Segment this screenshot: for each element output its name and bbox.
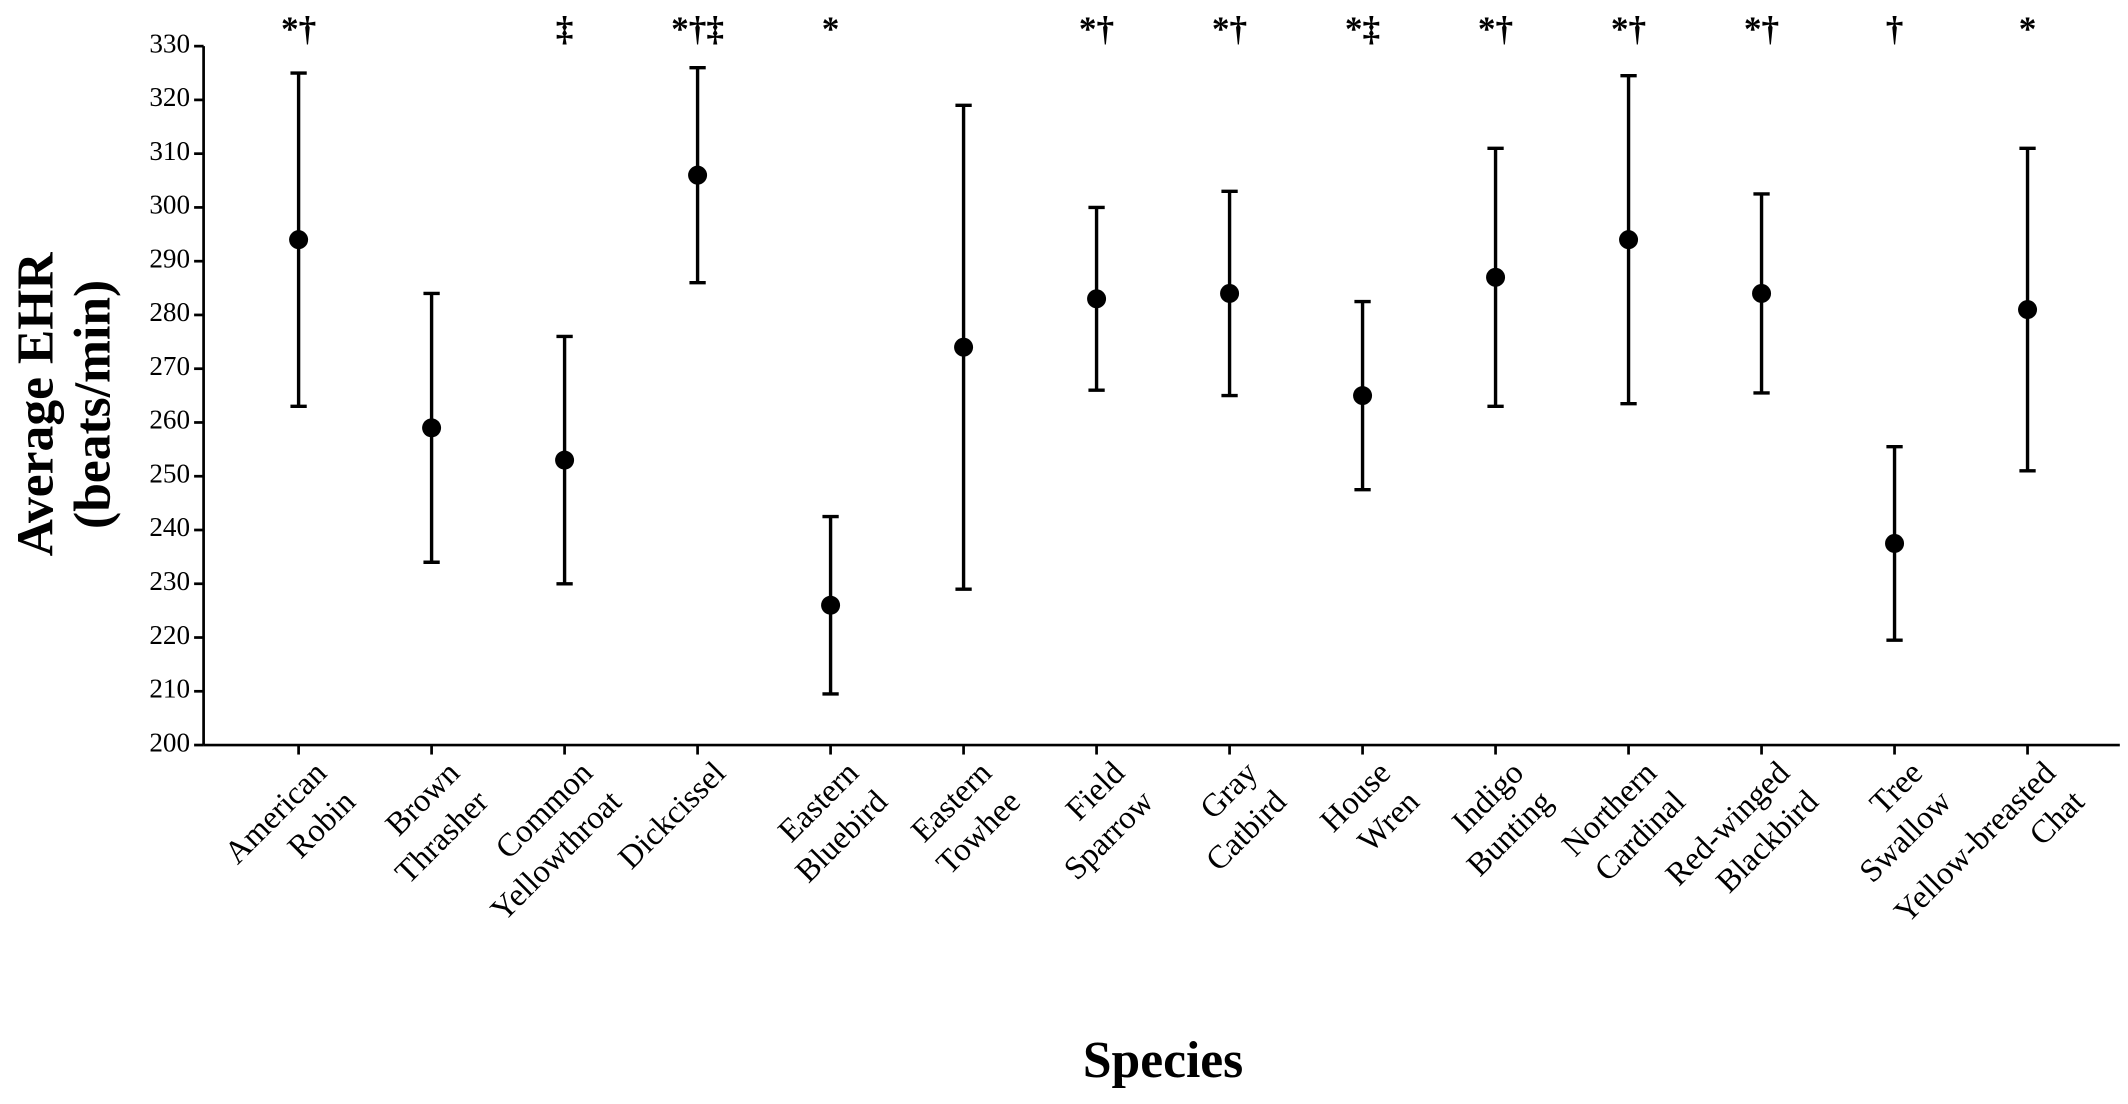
point bbox=[1619, 230, 1639, 250]
y-tick-label: 290 bbox=[149, 243, 190, 273]
point bbox=[289, 230, 309, 250]
point bbox=[1752, 283, 1772, 303]
annotation: *† bbox=[1212, 10, 1247, 49]
y-tick-label: 200 bbox=[149, 727, 190, 757]
y-tick-label: 260 bbox=[149, 405, 190, 435]
y-tick-label: 270 bbox=[149, 351, 190, 381]
y-axis-title: Average EHR bbox=[8, 252, 65, 557]
point bbox=[555, 450, 575, 470]
y-axis-title: (beats/min) bbox=[65, 280, 122, 529]
annotation: *† bbox=[1744, 10, 1779, 49]
x-tick-label: Dickcissel bbox=[612, 755, 733, 876]
y-tick-label: 230 bbox=[149, 566, 190, 596]
y-tick-label: 210 bbox=[149, 674, 190, 704]
annotation: *‡ bbox=[1345, 10, 1380, 49]
y-tick-label: 250 bbox=[149, 458, 190, 488]
point bbox=[2018, 300, 2038, 320]
annotation: *† bbox=[1079, 10, 1114, 49]
point bbox=[1353, 386, 1373, 406]
y-tick-label: 330 bbox=[149, 28, 190, 58]
point bbox=[821, 595, 841, 615]
y-tick-label: 320 bbox=[149, 82, 190, 112]
annotation: *†‡ bbox=[671, 10, 724, 49]
annotation: *† bbox=[1611, 10, 1646, 49]
annotation: * bbox=[2019, 10, 2037, 49]
point bbox=[1087, 289, 1107, 309]
y-tick-label: 240 bbox=[149, 512, 190, 542]
point bbox=[688, 165, 708, 185]
point bbox=[1486, 267, 1506, 287]
annotation: ‡ bbox=[556, 10, 574, 49]
annotation: † bbox=[1886, 10, 1904, 49]
x-axis-title: Species bbox=[1083, 1032, 1243, 1089]
point bbox=[1885, 533, 1905, 553]
y-tick-label: 300 bbox=[149, 190, 190, 220]
point bbox=[1220, 283, 1240, 303]
y-tick-label: 220 bbox=[149, 620, 190, 650]
annotation: *† bbox=[1478, 10, 1513, 49]
y-tick-label: 280 bbox=[149, 297, 190, 327]
annotation: *† bbox=[281, 10, 316, 49]
point bbox=[422, 418, 442, 438]
y-tick-label: 310 bbox=[149, 136, 190, 166]
annotation: * bbox=[822, 10, 840, 49]
point bbox=[954, 337, 974, 357]
